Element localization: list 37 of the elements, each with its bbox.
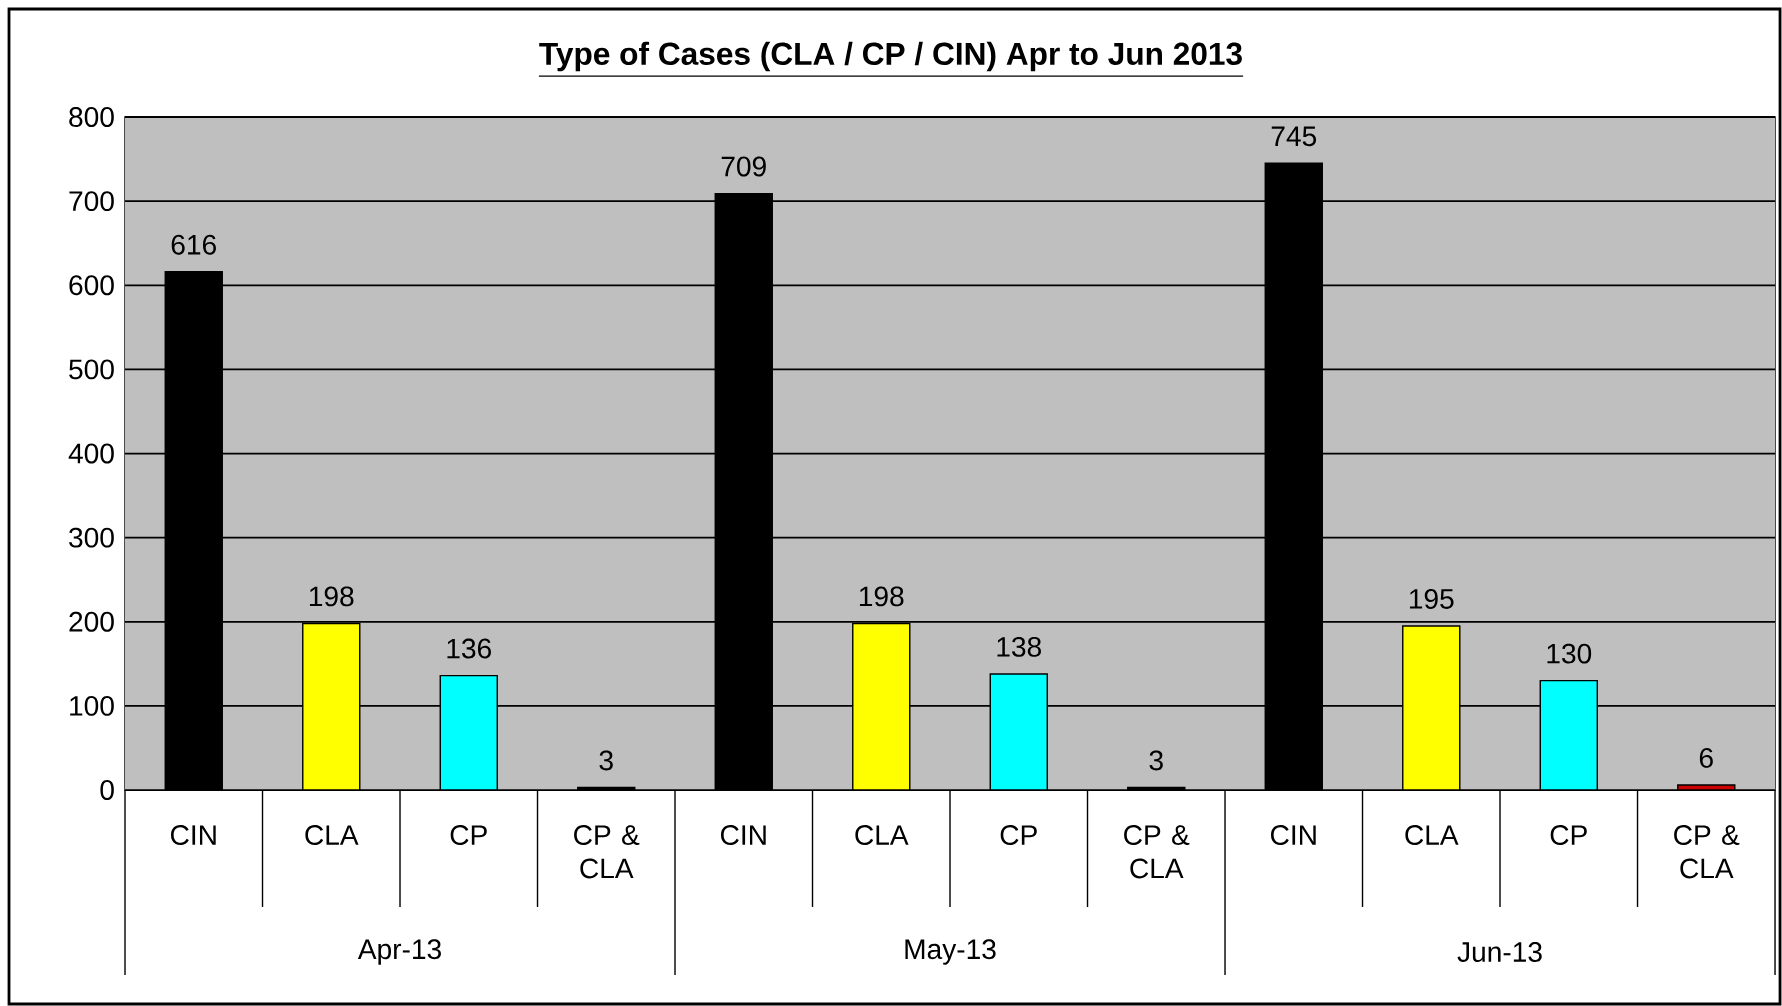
y-tick-label: 800 <box>69 107 114 127</box>
data-label: 198 <box>859 586 904 607</box>
data-label: 3 <box>599 750 613 771</box>
x-tick-label: CIN <box>1270 825 1316 845</box>
y-tick-label: 200 <box>69 611 114 632</box>
x-tick-label: CP <box>1000 825 1037 845</box>
y-tick-label: 500 <box>69 359 114 380</box>
text: Jun-13 <box>1457 942 1542 962</box>
x-tick-label: CP <box>1550 825 1587 845</box>
data-label: 195 <box>1409 588 1454 609</box>
data-label: 198 <box>309 586 354 607</box>
x-tick-label: CLA <box>305 825 359 845</box>
x-tick-label: CLA <box>855 825 909 845</box>
data-label: 136 <box>447 638 491 659</box>
y-tick-label: 100 <box>70 695 114 716</box>
y-tick-label: 300 <box>69 527 114 548</box>
chart-title: Type of Cases (CLA / CP / CIN) Apr to Jun 2013 <box>539 41 1242 72</box>
text: Apr-13 <box>357 939 441 965</box>
y-tick-label: 600 <box>69 275 114 296</box>
y-tick-label: 700 <box>69 191 114 212</box>
data-label: 6 <box>1699 747 1713 768</box>
data-label: 3 <box>1149 750 1163 771</box>
data-label: 138 <box>997 636 1041 657</box>
data-label: 616 <box>171 234 216 255</box>
x-tick-label: CP & CLA <box>574 825 640 879</box>
x-tick-label: CLA <box>1405 825 1459 845</box>
x-tick-label: CP <box>450 825 487 845</box>
x-tick-label: CIN <box>170 825 216 845</box>
data-label: 130 <box>1547 643 1592 664</box>
y-tick-label: 400 <box>68 443 114 464</box>
x-tick-label: CIN <box>720 825 766 845</box>
x-tick-label: CP & CLA <box>1674 825 1740 879</box>
text: May-13 <box>905 939 996 965</box>
y-tick-label: 0 <box>100 780 114 800</box>
x-tick-label: CP & CLA <box>1124 825 1190 879</box>
data-label: 709 <box>721 156 766 177</box>
data-label: 745 <box>1271 126 1317 147</box>
